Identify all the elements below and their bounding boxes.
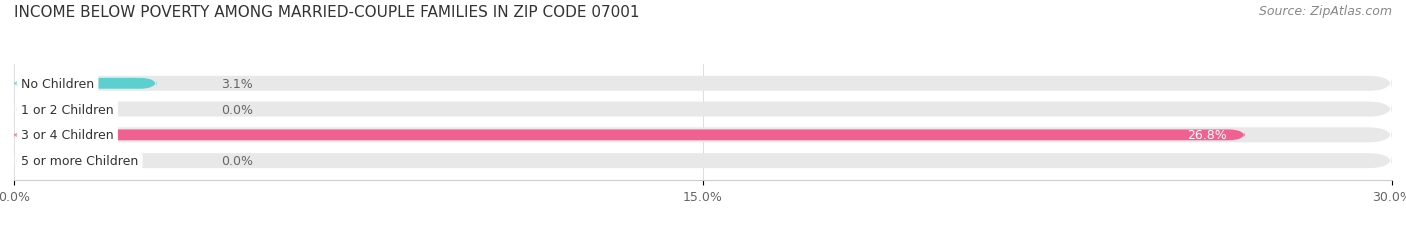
Text: INCOME BELOW POVERTY AMONG MARRIED-COUPLE FAMILIES IN ZIP CODE 07001: INCOME BELOW POVERTY AMONG MARRIED-COUPL…: [14, 5, 640, 20]
FancyBboxPatch shape: [14, 128, 1392, 143]
Text: 26.8%: 26.8%: [1187, 129, 1226, 142]
Text: Source: ZipAtlas.com: Source: ZipAtlas.com: [1258, 5, 1392, 18]
Text: 0.0%: 0.0%: [221, 155, 253, 167]
FancyBboxPatch shape: [14, 153, 1392, 168]
Text: 1 or 2 Children: 1 or 2 Children: [21, 103, 114, 116]
FancyBboxPatch shape: [14, 76, 1392, 91]
Text: 0.0%: 0.0%: [221, 103, 253, 116]
Text: No Children: No Children: [21, 77, 94, 90]
Text: 3.1%: 3.1%: [221, 77, 253, 90]
Text: 3 or 4 Children: 3 or 4 Children: [21, 129, 114, 142]
FancyBboxPatch shape: [14, 102, 1392, 117]
FancyBboxPatch shape: [14, 130, 1244, 141]
Text: 5 or more Children: 5 or more Children: [21, 155, 138, 167]
FancyBboxPatch shape: [14, 79, 156, 89]
